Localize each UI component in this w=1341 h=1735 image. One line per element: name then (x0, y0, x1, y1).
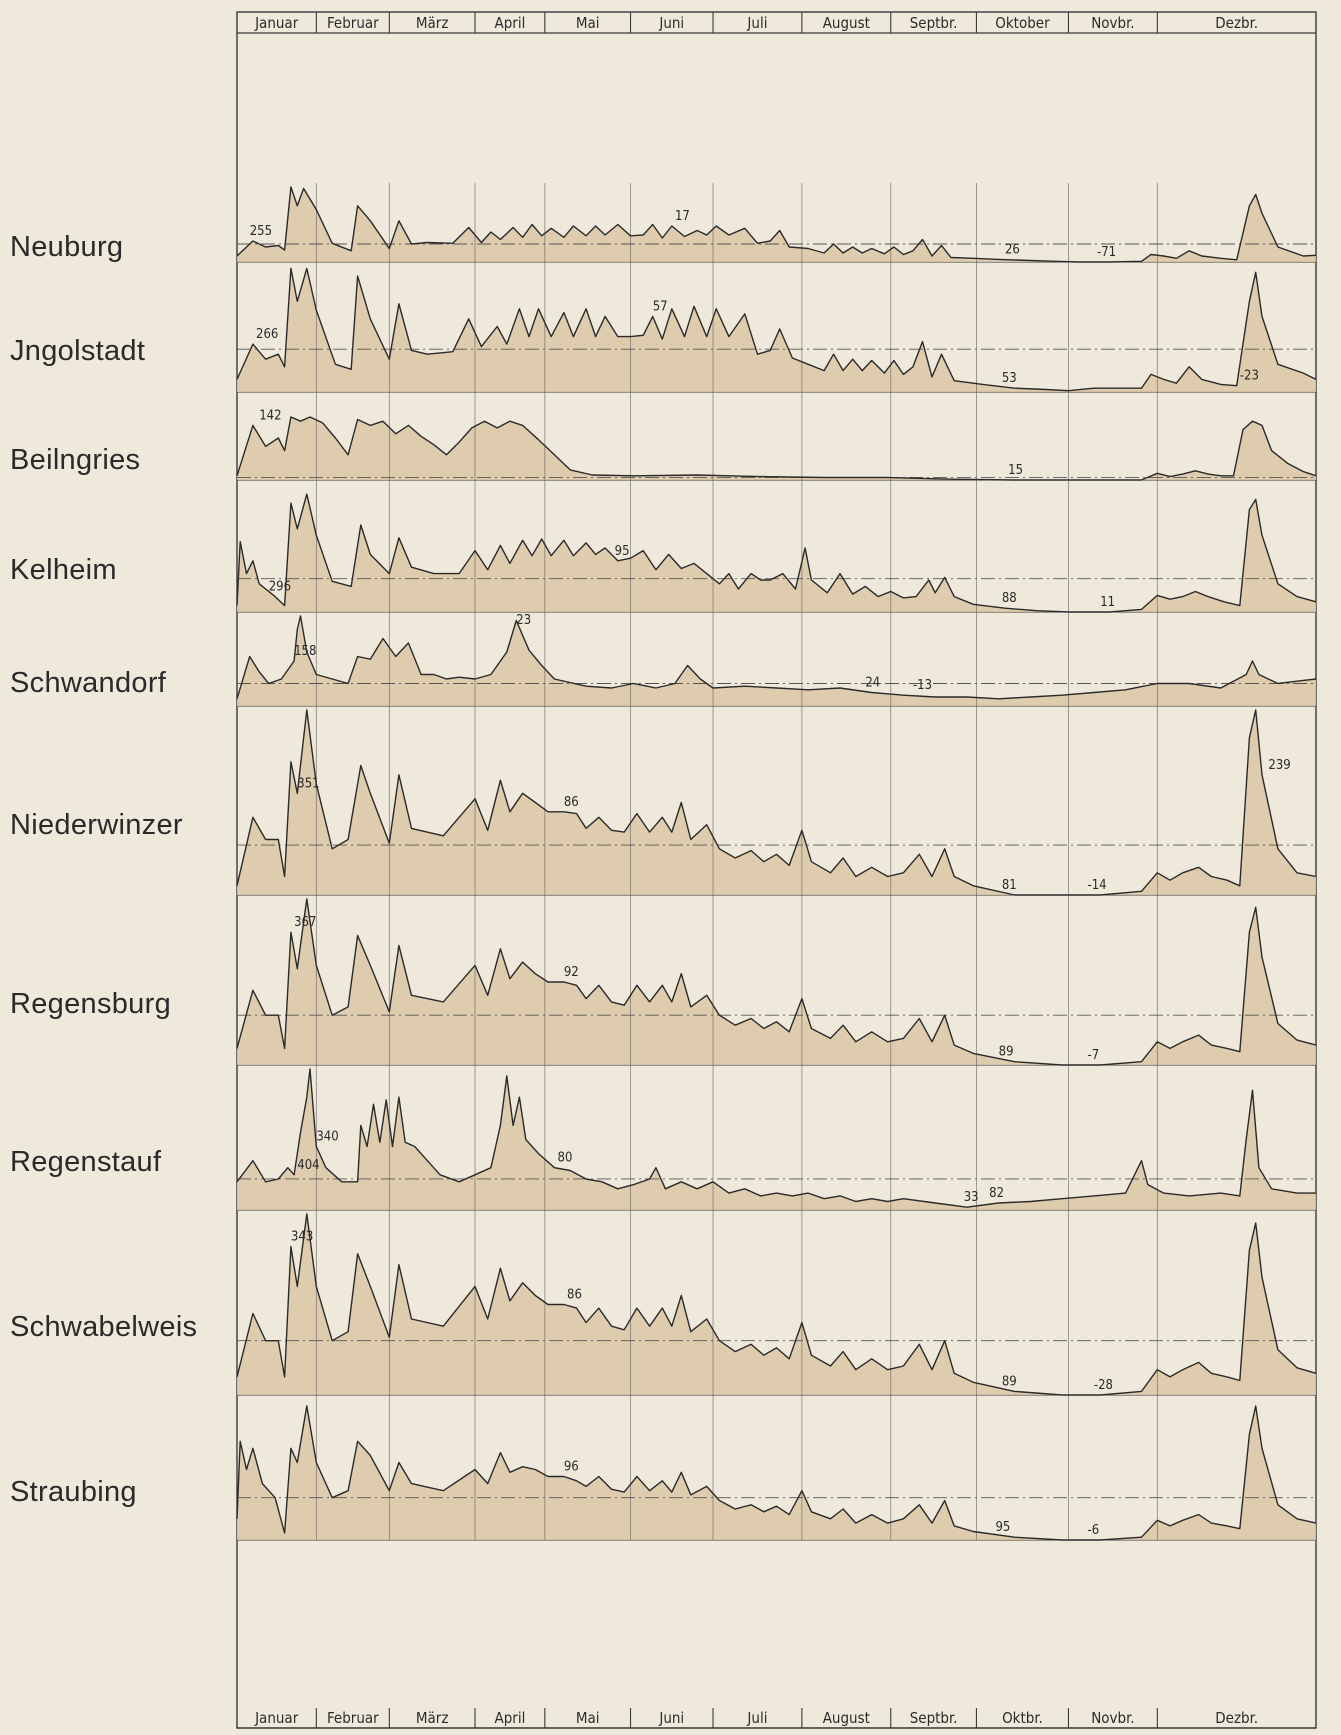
value-annotation: 11 (1100, 595, 1115, 610)
value-annotation: 86 (567, 1288, 582, 1303)
station-label: Neuburg (10, 231, 123, 264)
top-header-month-label: Juli (746, 14, 767, 32)
value-annotation: 404 (297, 1158, 319, 1173)
value-annotation: 53 (1002, 371, 1017, 386)
value-annotation: 296 (269, 580, 291, 595)
value-annotation: 95 (615, 544, 630, 559)
value-annotation: 24 (865, 676, 880, 691)
top-header-month-label: Januar (254, 14, 299, 32)
value-annotation: 92 (564, 965, 579, 980)
top-header-month-label: Mai (576, 14, 600, 32)
bottom-header-month-label: März (416, 1709, 449, 1727)
value-annotation: 23 (516, 613, 531, 628)
value-annotation: 33 (964, 1190, 979, 1205)
value-annotation: -14 (1088, 878, 1107, 893)
bottom-header-month-label: Juli (746, 1709, 767, 1727)
station-label: Schwandorf (10, 667, 166, 700)
value-annotation: 266 (256, 327, 278, 342)
top-header-month-label: Juni (658, 14, 684, 32)
top-header-month-label: Oktober (995, 14, 1050, 32)
value-annotation: 351 (297, 776, 319, 791)
value-annotation: 80 (558, 1151, 573, 1166)
top-header-month-label: Dezbr. (1215, 14, 1258, 32)
value-annotation: -71 (1097, 245, 1116, 260)
bottom-header-month-label: Novbr. (1091, 1709, 1134, 1727)
value-annotation: 255 (250, 224, 272, 239)
value-annotation: 81 (1002, 878, 1017, 893)
value-annotation: 15 (1008, 463, 1023, 478)
value-annotation: 86 (564, 795, 579, 810)
value-annotation: 343 (291, 1230, 313, 1245)
bottom-header-month-label: Septbr. (910, 1709, 958, 1727)
value-annotation: 89 (1002, 1374, 1017, 1389)
value-annotation: 89 (999, 1045, 1014, 1060)
top-header-month-label: April (495, 14, 526, 32)
value-annotation: 367 (294, 915, 316, 930)
value-annotation: 82 (989, 1186, 1004, 1201)
value-annotation: 26 (1005, 242, 1020, 257)
station-label: Schwabelweis (10, 1311, 197, 1344)
bottom-header-month-label: Dezbr. (1215, 1709, 1258, 1727)
top-header-month-label: August (823, 14, 870, 32)
value-annotation: 239 (1268, 758, 1290, 773)
value-annotation: -23 (1240, 369, 1259, 384)
station-label: Beilngries (10, 444, 140, 477)
bottom-header-month-label: Mai (576, 1709, 600, 1727)
value-annotation: 340 (316, 1130, 338, 1145)
bottom-header-month-label: Oktbr. (1002, 1709, 1043, 1727)
top-header-month-label: Septbr. (910, 14, 958, 32)
station-label: Straubing (10, 1476, 137, 1509)
value-annotation: 158 (294, 644, 316, 659)
bottom-header-month-label: Januar (254, 1709, 299, 1727)
bottom-header-month-label: Februar (327, 1709, 379, 1727)
station-label: Regensburg (10, 988, 171, 1021)
bottom-header-month-label: April (495, 1709, 526, 1727)
top-header-month-label: Novbr. (1091, 14, 1134, 32)
value-annotation: 57 (653, 299, 668, 314)
value-annotation: -6 (1088, 1523, 1100, 1538)
top-header-month-label: Februar (327, 14, 379, 32)
value-annotation: 95 (995, 1520, 1010, 1535)
station-label: Regenstauf (10, 1146, 161, 1179)
station-label: Kelheim (10, 554, 117, 587)
value-annotation: -13 (913, 678, 932, 693)
value-annotation: 96 (564, 1460, 579, 1475)
station-label: Jngolstadt (10, 335, 145, 368)
station-label: Niederwinzer (10, 809, 183, 842)
value-annotation: 17 (675, 209, 690, 224)
value-annotation: -28 (1094, 1378, 1113, 1393)
value-annotation: -7 (1088, 1048, 1100, 1063)
top-header-month-label: März (416, 14, 449, 32)
value-annotation: 142 (259, 408, 281, 423)
bottom-header-month-label: August (823, 1709, 870, 1727)
value-annotation: 88 (1002, 591, 1017, 606)
bottom-header-month-label: Juni (658, 1709, 684, 1727)
